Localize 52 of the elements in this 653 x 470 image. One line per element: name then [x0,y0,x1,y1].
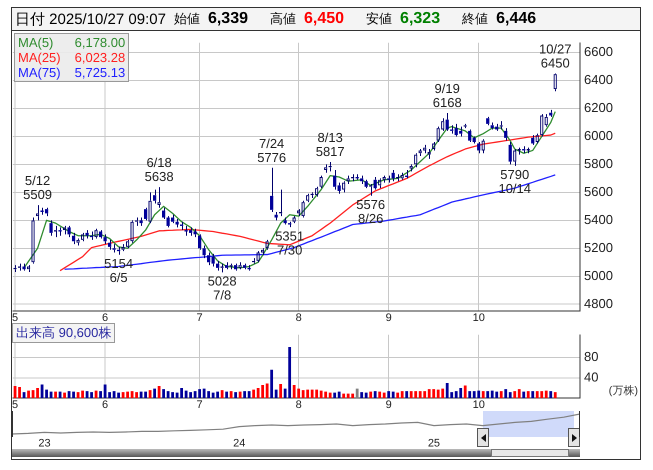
annotation: 5576 8/26 [356,196,386,226]
x-tick-label: 6 [102,398,108,411]
y-tick-label: 40 [584,369,598,384]
x-tick-label: 7 [196,312,203,324]
y-tick-label: 5600 [584,184,613,199]
text: 高値 [270,10,296,28]
x-tick-label: 8 [296,398,302,411]
x-tick-label: 10 [472,312,485,324]
y-tick-label: 5800 [584,156,613,171]
text: 終値 [462,10,488,28]
text: 6,446 [496,10,536,28]
annotation: 10/27 6450 [538,42,572,71]
y-tick-label: 6200 [584,100,613,116]
text: MA(5) [18,35,54,50]
y-tick-label: 80 [584,349,598,364]
text: 6,323 [400,10,440,28]
y-tick-label: 6000 [584,128,613,144]
x-tick-label: 9 [386,312,392,324]
x-tick-label: 8 [296,312,302,324]
annotation: 6,178.00 [74,35,126,50]
x-tick-label: 6 [102,312,108,324]
y-tick-label: 5200 [584,240,613,255]
text: MA(75) [18,65,61,80]
text: 6,450 [304,10,344,28]
y-axis-title: (万株) [608,384,638,398]
x-tick-label: 5 [12,398,18,411]
annotation: 7/24 5776 [257,136,286,165]
y-tick-label: 6400 [584,72,613,88]
annotation: 5,725.13 [74,65,126,80]
y-tick-label: 5400 [584,212,613,227]
text: 6,339 [208,10,248,28]
y-tick-label: 4800 [584,296,613,311]
y-tick-label: 6600 [584,44,613,60]
x-tick-label: 10 [472,398,485,411]
x-tick-label: 23 [38,438,51,450]
annotation: 9/19 6168 [432,81,462,110]
annotation: 5028 7/8 [208,273,237,302]
x-tick-label: 7 [196,398,203,411]
annotation: 5/12 5509 [23,173,52,202]
x-tick-label: 9 [386,398,392,411]
annotation: 8/13 5817 [316,130,345,160]
x-tick-label: 25 [428,438,440,450]
annotation: 6/18 5638 [144,155,174,184]
y-tick-label: 5000 [584,268,613,283]
text: 日付 2025/10/27 09:07 [15,10,166,28]
text: 始値 [174,10,200,28]
text: 安値 [366,10,392,28]
x-tick-label: 5 [12,312,18,324]
text: MA(25) [18,50,61,65]
annotation: 6,023.28 [74,50,126,65]
x-tick-label: 24 [233,438,246,450]
chart-title: 出来高 90,600株 [12,323,116,343]
